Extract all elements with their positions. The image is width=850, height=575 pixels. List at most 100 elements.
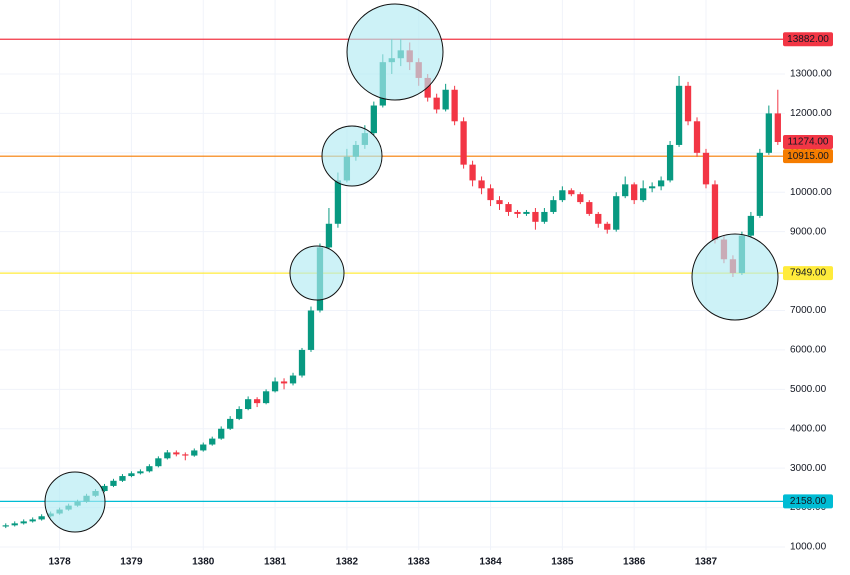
x-tick-label: 1378 <box>48 557 71 568</box>
candle-body <box>38 516 45 520</box>
candle-body <box>451 89 458 122</box>
x-tick-label: 1387 <box>695 557 718 568</box>
y-tick-label: 13000.00 <box>790 69 832 80</box>
level-label-box <box>783 494 833 509</box>
candle-body <box>702 152 710 185</box>
candle-body <box>262 391 270 404</box>
x-tick-label: 1380 <box>192 557 215 568</box>
last-price-label: 11274.00 <box>788 137 829 148</box>
candle-body <box>200 444 207 451</box>
candle-body <box>541 211 548 222</box>
candle-body <box>307 310 315 350</box>
y-tick-label: 5000.00 <box>790 384 827 395</box>
candle-body <box>505 204 512 212</box>
candle-body <box>182 454 189 456</box>
highlight-circle <box>289 245 345 301</box>
candle-body <box>253 399 261 404</box>
candle-body <box>2 525 9 527</box>
candle-body <box>523 211 530 214</box>
y-tick-label: 1000.00 <box>790 542 827 553</box>
candle-body <box>11 523 18 526</box>
candle-body <box>155 458 162 467</box>
candle-body <box>532 211 539 222</box>
highlight-circle <box>44 471 106 533</box>
candle-body <box>622 184 629 197</box>
candle-body <box>227 418 234 429</box>
candle-body <box>469 164 476 181</box>
candle-body <box>514 211 521 214</box>
candle-body <box>675 85 683 145</box>
candle-body <box>29 519 36 522</box>
level-label: 2158.00 <box>790 496 827 507</box>
level-label: 13882.00 <box>787 34 829 45</box>
highlight-circle <box>691 233 779 321</box>
candle-body <box>595 213 602 224</box>
level-label-box <box>783 266 833 281</box>
candle-body <box>693 121 701 153</box>
candle-body <box>218 428 225 439</box>
x-tick-label: 1379 <box>120 557 143 568</box>
level-label-box <box>783 32 833 47</box>
candle-body <box>289 375 297 384</box>
candle-body <box>774 113 781 143</box>
candle-body <box>128 473 135 477</box>
y-tick-label: 3000.00 <box>790 463 827 474</box>
candle-body <box>640 188 647 201</box>
candle-body <box>577 194 584 203</box>
x-tick-label: 1385 <box>551 557 574 568</box>
highlight-circle <box>321 125 383 187</box>
x-tick-label: 1381 <box>264 557 287 568</box>
y-tick-label: 12000.00 <box>790 108 832 119</box>
y-tick-label: 6000.00 <box>790 345 827 356</box>
candle-body <box>657 180 665 187</box>
candle-body <box>280 381 288 384</box>
candle-body <box>173 452 180 455</box>
y-tick-label: 4000.00 <box>790 423 827 434</box>
candle-body <box>325 223 333 248</box>
axes: 1000.002000.003000.004000.005000.006000.… <box>48 32 833 568</box>
candle-body <box>765 113 772 153</box>
candle-body <box>747 215 755 236</box>
candle-body <box>604 223 611 230</box>
annotations <box>44 3 779 533</box>
candle-body <box>433 97 440 110</box>
candle-body <box>20 521 27 524</box>
candle-body <box>137 471 144 474</box>
x-tick-label: 1382 <box>336 557 359 568</box>
candle-body <box>684 85 692 122</box>
grid <box>0 0 785 550</box>
x-tick-label: 1386 <box>623 557 646 568</box>
x-tick-label: 1383 <box>408 557 431 568</box>
candle-body <box>191 450 198 456</box>
candle-body <box>209 438 216 445</box>
candle-body <box>101 485 108 492</box>
candle-body <box>487 188 494 201</box>
candle-body <box>631 184 638 201</box>
candle-body <box>568 190 575 195</box>
candle-body <box>711 184 719 240</box>
candle-body <box>460 121 467 165</box>
candle-body <box>164 452 171 459</box>
level-label: 7949.00 <box>790 268 827 279</box>
level-label-box <box>783 149 833 164</box>
candle-body <box>756 152 764 216</box>
candle-body <box>271 381 279 392</box>
y-tick-label: 10000.00 <box>790 187 832 198</box>
candle-body <box>244 399 252 410</box>
candle-body <box>666 144 674 181</box>
y-tick-label: 7000.00 <box>790 305 827 316</box>
candle-body <box>586 202 593 214</box>
y-tick-label: 9000.00 <box>790 226 827 237</box>
candle-body <box>559 190 566 201</box>
candle-body <box>236 409 243 419</box>
candle-body <box>613 196 620 230</box>
level-label: 10915.00 <box>787 151 829 162</box>
candle-body <box>298 349 306 376</box>
highlight-circle <box>346 3 444 101</box>
candle-body <box>334 180 342 224</box>
candle-body <box>146 466 153 472</box>
candle-body <box>496 200 503 205</box>
last-price-box <box>783 135 833 150</box>
candle-body <box>370 105 377 134</box>
